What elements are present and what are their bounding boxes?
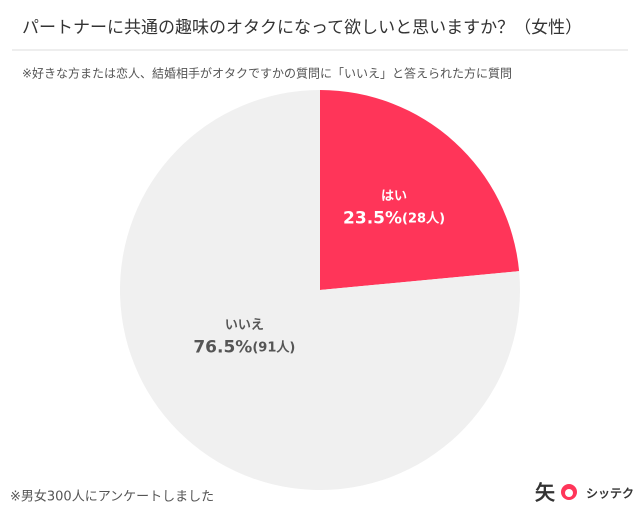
count-label: (28人) bbox=[402, 210, 445, 226]
pie-slice bbox=[119, 90, 520, 490]
slice-value: 23.5%(28人) bbox=[343, 209, 445, 229]
pie: はい 23.5%(28人) いいえ 76.5%(91人) bbox=[119, 90, 520, 490]
pie-slice bbox=[320, 90, 520, 290]
footnote: ※男女300人にアンケートしました bbox=[10, 489, 214, 505]
value-label: 76.5% bbox=[193, 338, 252, 358]
logo-glyph: 矢 bbox=[535, 481, 556, 505]
count-label: (91人) bbox=[252, 339, 295, 355]
slice-label: はい bbox=[381, 189, 407, 204]
chart-title: パートナーに共通の趣味のオタクになって欲しいと思いますか？（女性） bbox=[22, 18, 582, 38]
slice-value: 76.5%(91人) bbox=[193, 338, 295, 358]
chart-subtitle: ※好きな方または恋人、結婚相手がオタクですかの質問に「いいえ」と答えられた方に質… bbox=[22, 66, 512, 81]
value-label: 23.5% bbox=[343, 209, 402, 229]
logo-text: シッテク bbox=[586, 487, 634, 501]
logo: 矢 シッテク bbox=[535, 481, 634, 505]
logo-icon-inner bbox=[565, 489, 573, 497]
slice-label: いいえ bbox=[225, 318, 264, 333]
